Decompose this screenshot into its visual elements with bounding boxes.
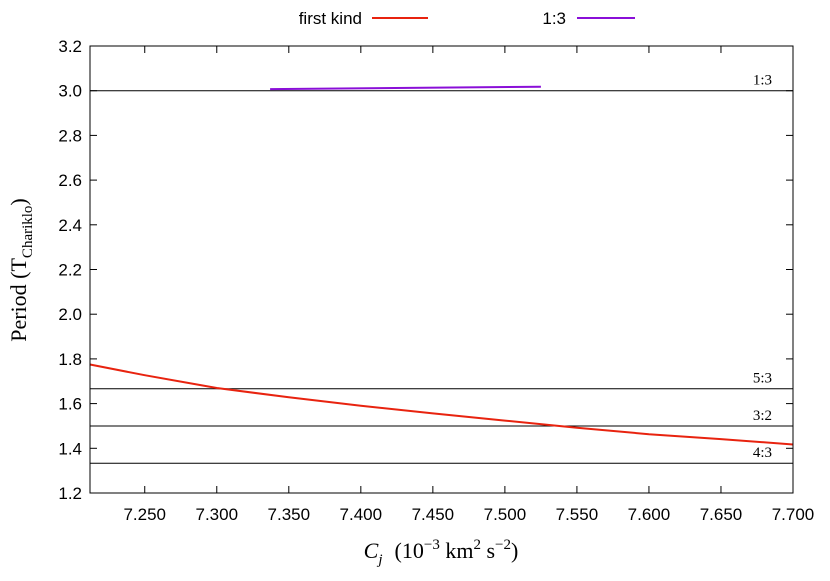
x-axis-label-exp2: 2 <box>473 537 481 553</box>
x-tick-label: 7.500 <box>484 505 527 524</box>
legend: first kind 1:3 <box>299 9 635 28</box>
x-axis-label: Cj (10−3 km2 s−2) <box>364 537 519 568</box>
y-tick-label: 1.4 <box>58 439 82 458</box>
x-tick-label: 7.550 <box>556 505 599 524</box>
legend-label-first-kind: first kind <box>299 9 362 28</box>
x-tick-label: 7.700 <box>772 505 815 524</box>
y-tick-label: 2.0 <box>58 305 82 324</box>
y-tick-label: 3.0 <box>58 82 82 101</box>
x-tick-label: 7.400 <box>340 505 383 524</box>
y-axis: 1.2 1.4 1.6 1.8 2.0 2.2 2.4 2.6 2.8 3.0 3.2 <box>58 37 793 503</box>
y-tick-label: 1.2 <box>58 484 82 503</box>
y-tick-label: 2.8 <box>58 126 82 145</box>
x-axis-label-sub: j <box>376 552 382 568</box>
x-axis-label-units-mid: km <box>440 538 474 563</box>
y-tick-label: 2.2 <box>58 261 82 280</box>
y-tick-label: 2.6 <box>58 171 82 190</box>
series-line-1-3 <box>270 85 541 91</box>
resonance-lines: 1:3 5:3 3:2 4:3 <box>90 73 793 464</box>
y-tick-label: 2.4 <box>58 216 82 235</box>
x-axis-label-exp3: −2 <box>495 537 511 553</box>
x-axis-label-units-post: ) <box>511 538 518 563</box>
resonance-label-4-3: 4:3 <box>753 445 772 461</box>
x-tick-label: 7.350 <box>268 505 311 524</box>
x-axis-label-exp1: −3 <box>424 537 440 553</box>
y-axis-label: Period (TChariklo) <box>6 198 36 342</box>
x-axis-label-units-pre: (10 <box>395 538 424 563</box>
resonance-label-5-3: 5:3 <box>753 371 772 387</box>
y-tick-label: 1.6 <box>58 395 82 414</box>
x-axis: 7.250 7.300 7.350 7.400 7.450 7.500 7.550 7.600… <box>123 46 814 524</box>
x-tick-label: 7.250 <box>123 505 166 524</box>
y-axis-label-main: Period (T <box>6 258 31 342</box>
series-line-first-kind <box>89 363 794 446</box>
resonance-label-3-2: 3:2 <box>753 408 772 424</box>
series-layer <box>89 85 794 446</box>
x-axis-label-main: C <box>364 538 379 563</box>
x-tick-label: 7.450 <box>412 505 455 524</box>
x-tick-label: 7.600 <box>628 505 671 524</box>
x-axis-label-units-mid2: s <box>481 538 495 563</box>
resonance-label-1-3: 1:3 <box>753 73 772 89</box>
x-tick-label: 7.650 <box>700 505 743 524</box>
x-tick-label: 7.300 <box>195 505 238 524</box>
legend-label-1-3: 1:3 <box>542 9 566 28</box>
y-axis-label-sub: Chariklo <box>20 206 36 259</box>
y-tick-label: 1.8 <box>58 350 82 369</box>
y-axis-label-post: ) <box>6 198 31 205</box>
y-tick-label: 3.2 <box>58 37 82 56</box>
